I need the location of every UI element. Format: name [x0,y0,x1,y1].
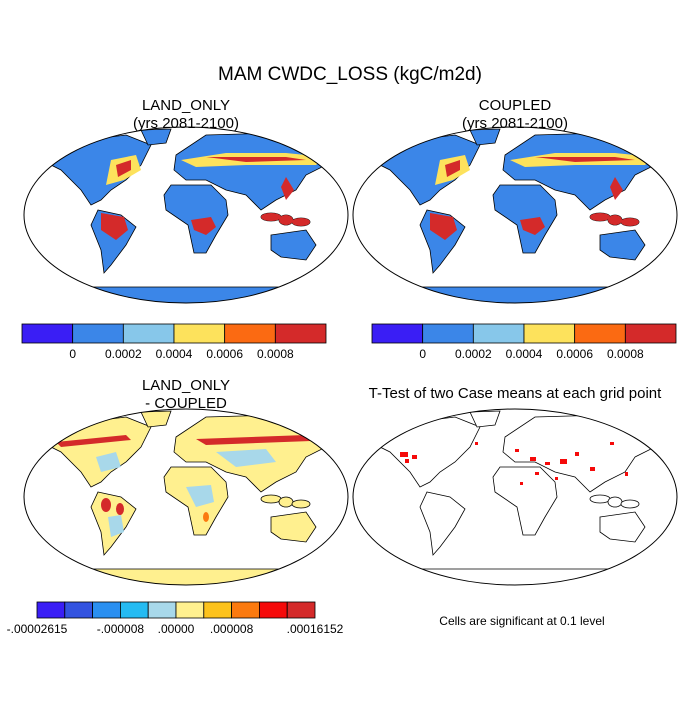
colorbar-box [175,601,205,619]
colorbars: 0 0.0002 0.0004 0.0006 0.0008 0 0.0002 0.0004 0.… [7,323,677,636]
colorbar-label: .00016152 [287,622,344,636]
colorbar-label: .00000 [158,622,195,636]
panel-note: Cells are significant at 0.1 level [439,614,604,628]
colorbar-box [371,323,424,344]
colorbar-box [286,601,316,619]
colorbar-label: 0 [69,347,76,361]
colorbar-label: -.000008 [97,622,145,636]
colorbar-label: 0.0004 [506,347,543,361]
colorbar-box [472,323,525,344]
colorbar-label: 0.0006 [206,347,243,361]
colorbar-box [231,601,260,619]
colorbar-box [173,323,226,344]
colorbar-label: -.00002615 [7,622,68,636]
panel-title: LAND_ONLY [142,97,230,114]
colorbar-box [523,323,576,344]
map [23,408,349,586]
colorbar-label: 0.0002 [105,347,142,361]
panel-subtitle: - COUPLED [145,395,227,412]
colorbar-label: 0 [419,347,426,361]
panel-title: COUPLED [479,97,552,114]
colorbar-box [72,323,124,344]
panel-title: T-Test of two Case means at each grid po… [369,385,662,402]
colorbar-box [36,601,66,619]
map [352,126,678,304]
colorbar-box [422,323,474,344]
colorbar-box [122,323,175,344]
colorbar-box [258,601,288,619]
colorbar-label: .000008 [210,622,254,636]
colorbar-box [92,601,121,619]
colorbar-label: 0.0002 [455,347,492,361]
colorbar-box [21,323,74,344]
colorbar-label: 0.0008 [607,347,644,361]
figure-title: MAM CWDC_LOSS (kgC/m2d) [218,64,482,85]
map [352,408,678,586]
colorbar-label: 0.0004 [156,347,193,361]
colorbar-box [203,601,233,619]
colorbar-box [574,323,626,344]
colorbar-label: 0.0006 [556,347,593,361]
panel-title: LAND_ONLY [142,377,230,394]
colorbar-label: 0.0008 [257,347,294,361]
colorbar-box [624,323,677,344]
colorbar-box [64,601,94,619]
colorbar-box [274,323,327,344]
colorbar-box [147,601,177,619]
map [23,126,349,304]
colorbar-box [120,601,149,619]
colorbar-box [224,323,276,344]
